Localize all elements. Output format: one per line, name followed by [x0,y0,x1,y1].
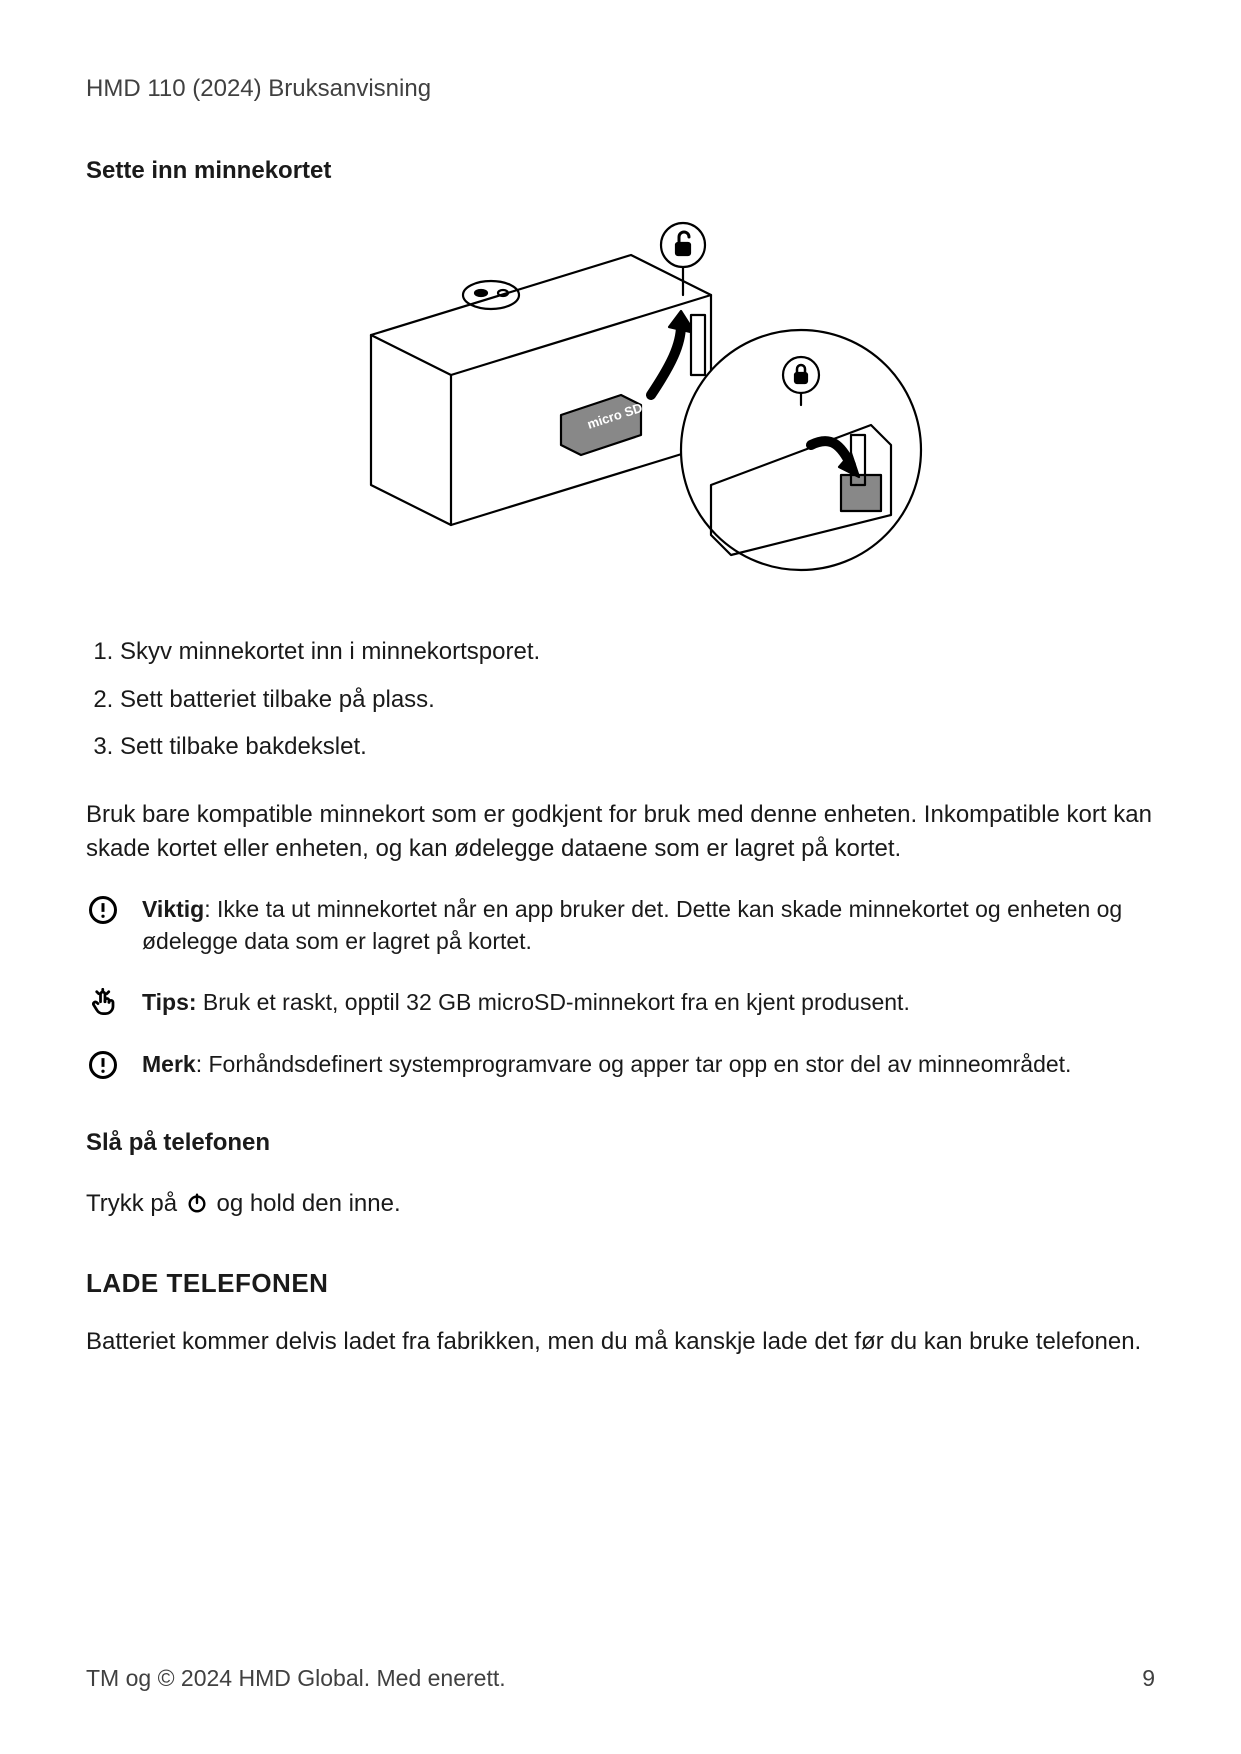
note-sep: : [196,1051,209,1077]
power-on-paragraph: Trykk på og hold den inne. [86,1187,1155,1221]
alert-circle-icon [86,893,120,927]
section-heading-memory-card: Sette inn minnekortet [86,154,1155,188]
note-body: Ikke ta ut minnekortet når en app bruker… [142,896,1122,954]
tap-icon [86,986,120,1020]
note-body: Bruk et raskt, opptil 32 GB microSD-minn… [203,989,910,1015]
note-tip: Tips: Bruk et raskt, opptil 32 GB microS… [86,986,1155,1020]
microsd-card: micro SD [561,395,644,455]
power-on-text-after: og hold den inne. [210,1190,401,1217]
step-item: Sett batteriet tilbake på plass. [120,683,1155,717]
note-important: Viktig: Ikke ta ut minnekortet når en ap… [86,893,1155,957]
section-heading-power-on: Slå på telefonen [86,1126,1155,1160]
page-footer: TM og © 2024 HMD Global. Med enerett. 9 [86,1662,1155,1694]
document-header: HMD 110 (2024) Bruksanvisning [86,72,1155,106]
memory-card-illustration: micro SD [311,215,931,595]
note-label: Merk [142,1051,196,1077]
note-text: Merk: Forhåndsdefinert systemprogramvare… [142,1048,1155,1080]
note-label: Tips: [142,989,197,1015]
note-label: Viktig [142,896,204,922]
note-sep: : [204,896,217,922]
page-number: 9 [1142,1662,1155,1694]
steps-list: Skyv minnekortet inn i minnekortsporet. … [86,635,1155,764]
step-item: Skyv minnekortet inn i minnekortsporet. [120,635,1155,669]
note-remark: Merk: Forhåndsdefinert systemprogramvare… [86,1048,1155,1082]
copyright-text: TM og © 2024 HMD Global. Med enerett. [86,1662,506,1694]
charge-paragraph: Batteriet kommer delvis ladet fra fabrik… [86,1325,1155,1359]
power-icon [186,1190,208,1212]
step-item: Sett tilbake bakdekslet. [120,730,1155,764]
illustration-container: micro SD [86,215,1155,595]
note-text: Viktig: Ikke ta ut minnekortet når en ap… [142,893,1155,957]
section-heading-charge: LADE TELEFONEN [86,1265,1155,1301]
note-body: Forhåndsdefinert systemprogramvare og ap… [208,1051,1071,1077]
alert-circle-icon [86,1048,120,1082]
power-on-text-before: Trykk på [86,1190,184,1217]
note-text: Tips: Bruk et raskt, opptil 32 GB microS… [142,986,1155,1018]
compatibility-paragraph: Bruk bare kompatible minnekort som er go… [86,798,1155,865]
